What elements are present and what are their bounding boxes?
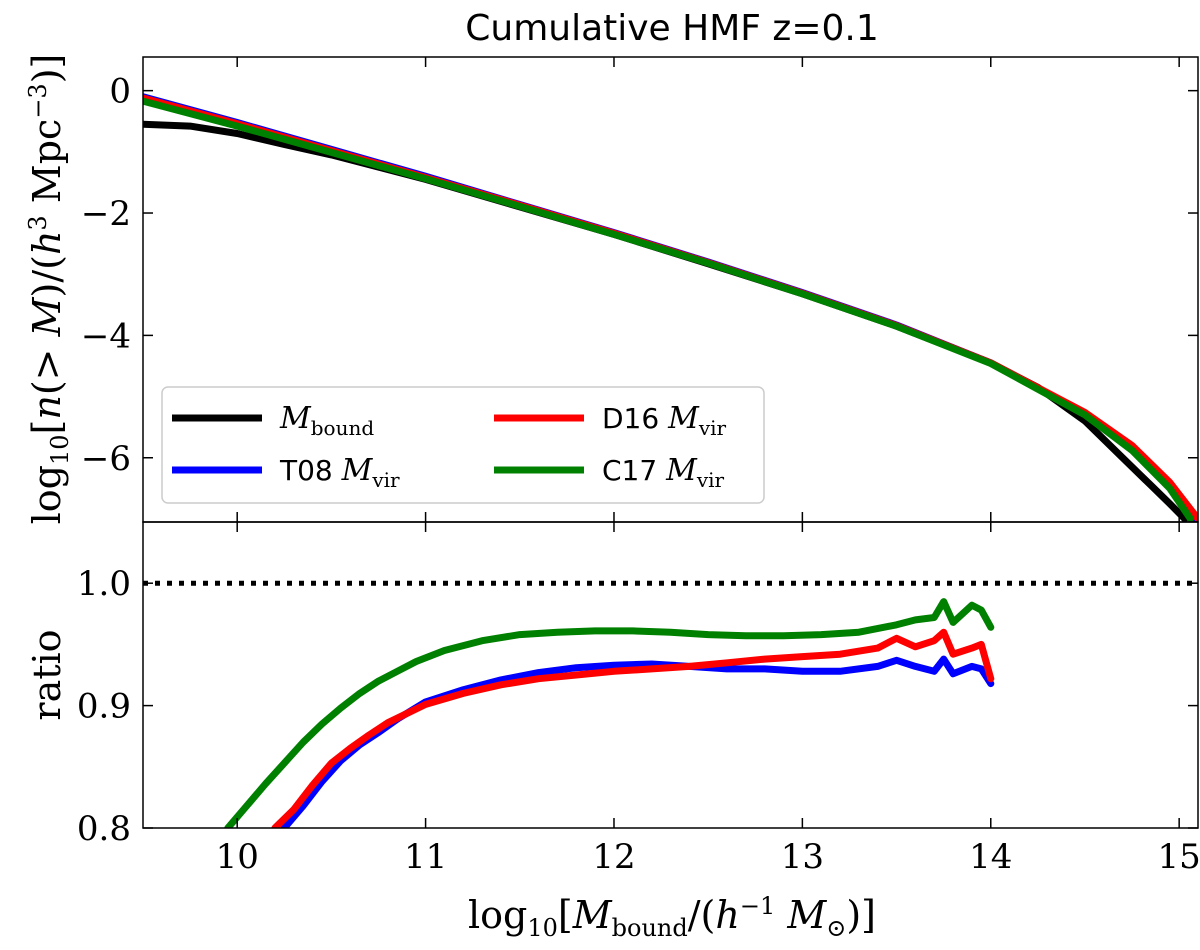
ratio-y-ticks: 0.8 0.9 1.0: [77, 564, 1198, 849]
legend: Mbound D16 Mvir T08 Mvir C17 Mvir: [161, 386, 765, 504]
x-tick-label: 11: [404, 837, 447, 877]
legend-label: T08 Mvir: [279, 453, 400, 492]
ratio-y-tick-label: 0.8: [77, 809, 131, 849]
ratio-series-t08-mvir: [280, 655, 995, 828]
x-tick-label: 13: [781, 837, 824, 877]
ratio-x-ticks: 10 11 12 13 14 15: [216, 522, 1200, 877]
ratio-y-axis-label: ratio: [25, 629, 69, 720]
legend-label: Mbound: [279, 401, 374, 440]
legend-frame: [161, 386, 765, 504]
legend-label: C17 Mvir: [602, 453, 725, 492]
ratio-series-group: [143, 580, 1198, 828]
hmf-y-tick-label: −2: [81, 194, 131, 234]
ratio-series-d16-mvir: [271, 628, 995, 828]
hmf-x-ticks: [236, 57, 1180, 522]
hmf-y-ticks: 0 −2 −4 −6: [81, 72, 1198, 479]
hmf-series-c17-mvir: [143, 97, 1194, 522]
ratio-panel: 0.8 0.9 1.0 10 11 12 13 14 15: [77, 521, 1200, 877]
chart-title: Cumulative HMF z=0.1: [465, 8, 879, 49]
x-axis-label: log10[Mbound/(h−1 M⊙)]: [468, 892, 876, 942]
ratio-y-tick-label: 0.9: [77, 687, 131, 727]
legend-entries: Mbound D16 Mvir T08 Mvir C17 Mvir: [172, 401, 727, 492]
x-tick-label: 14: [969, 837, 1012, 877]
ratio-series-c17-mvir: [224, 598, 995, 828]
hmf-series-group: [143, 93, 1198, 522]
hmf-y-tick-label: −6: [81, 439, 131, 479]
x-tick-label: 15: [1158, 837, 1200, 877]
x-tick-label: 12: [592, 837, 635, 877]
hmf-y-axis-label: log10[n(> M)/(h3 Mpc−3)]: [24, 54, 74, 525]
ratio-panel-frame: [142, 521, 1199, 829]
x-tick-label: 10: [216, 837, 259, 877]
hmf-y-tick-label: −4: [81, 316, 131, 356]
hmf-y-tick-label: 0: [109, 72, 131, 112]
legend-label: D16 Mvir: [602, 401, 727, 440]
ratio-y-tick-label: 1.0: [77, 564, 131, 604]
